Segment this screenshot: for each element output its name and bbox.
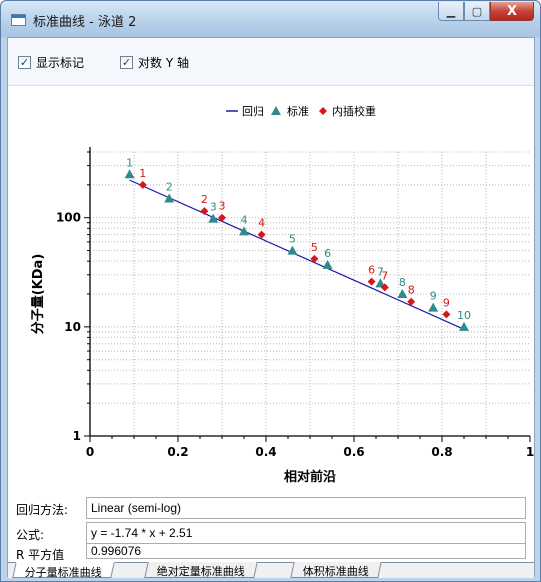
interpolated-point-label: 4 <box>258 217 265 230</box>
y-tick-label: 1 <box>73 429 81 443</box>
legend-interpolated-swatch <box>319 107 327 115</box>
interpolated-point-label: 1 <box>139 167 146 180</box>
x-axis-label: 相对前沿 <box>284 469 336 485</box>
formula-field[interactable]: y = -1.74 * x + 2.51 <box>86 522 526 544</box>
interpolated-point <box>310 254 319 263</box>
standard-point-label: 8 <box>399 276 406 289</box>
interpolated-point-label: 2 <box>201 193 208 206</box>
legend-regression-label: 回归 <box>242 104 264 118</box>
interpolated-point <box>442 310 451 319</box>
method-field[interactable]: Linear (semi-log) <box>86 497 526 519</box>
log-y-check[interactable]: ✓ <box>120 56 133 69</box>
x-tick-label: 0.8 <box>431 445 452 459</box>
y-tick-label: 10 <box>64 320 81 334</box>
standard-point <box>459 321 469 331</box>
interpolated-point <box>380 283 389 292</box>
y-axis-label: 分子量(KDa) <box>30 254 46 335</box>
y-tick-label: 100 <box>56 211 81 225</box>
interpolated-point-label: 6 <box>368 264 375 277</box>
method-row: 回归方法: Linear (semi-log) <box>8 496 534 522</box>
x-tick-label: 0.2 <box>167 445 188 459</box>
r2-row: R 平方值 0.996076 <box>8 543 534 562</box>
close-button[interactable]: X <box>490 2 534 21</box>
standard-point-label: 1 <box>126 156 133 169</box>
interpolated-point <box>138 180 147 189</box>
standard-point-label: 4 <box>241 213 248 226</box>
standard-point <box>287 245 298 255</box>
standard-point-label: 10 <box>457 309 471 322</box>
standard-point <box>397 289 408 298</box>
maximize-button[interactable]: ▢ <box>464 2 490 21</box>
standard-point-label: 5 <box>289 233 296 246</box>
interpolated-point-label: 5 <box>311 241 318 254</box>
regression-line <box>129 179 465 330</box>
show-markers-label: 显示标记 <box>36 56 85 70</box>
tab-volume-standard[interactable]: 体积标准曲线 <box>290 562 382 578</box>
standard-point <box>322 259 333 269</box>
interpolated-point-label: 9 <box>443 296 450 309</box>
standard-point <box>124 169 135 179</box>
title-bar[interactable]: 标准曲线 - 泳道 2 ▁ ▢ X <box>1 1 540 37</box>
window-icon <box>11 14 26 26</box>
standard-point <box>428 302 439 312</box>
interpolated-point-label: 8 <box>408 284 415 297</box>
interpolated-point-label: 3 <box>219 200 226 213</box>
tab-mw-standard[interactable]: 分子量标准曲线 <box>12 562 115 579</box>
interpolated-point <box>367 277 376 286</box>
r2-label: R 平方值 <box>16 548 65 562</box>
legend-standard-swatch <box>271 106 281 115</box>
standard-point <box>208 213 219 223</box>
interpolated-point <box>407 297 416 306</box>
standard-point <box>164 193 175 203</box>
options-toolbar: ✓ 显示标记 ✓ 对数 Y 轴 <box>8 38 534 86</box>
standard-point-label: 9 <box>430 290 437 303</box>
log-y-checkbox[interactable]: ✓ 对数 Y 轴 <box>120 54 189 71</box>
formula-label: 公式: <box>16 528 45 542</box>
chart-svg: 0 0.2 0.4 0.6 0.8 1110100相对前沿分子量(KDa)12345678… <box>30 104 534 485</box>
tab-absolute-quant[interactable]: 绝对定量标准曲线 <box>144 562 258 578</box>
standard-curve-chart: 0 0.2 0.4 0.6 0.8 1 1 10 100 相对前沿 分子量(KDa) 1 2 3 4 5 6 7 8… <box>8 87 534 492</box>
legend-interpolated-label: 内插校重 <box>332 104 376 118</box>
standard-point <box>375 278 386 288</box>
standard-point-label: 7 <box>377 265 384 278</box>
legend-standard-label: 标准 <box>287 104 309 118</box>
interpolated-point <box>200 207 209 216</box>
x-tick-label: 1 <box>526 445 534 459</box>
x-tick-label: 0 <box>86 445 94 459</box>
log-y-label: 对数 Y 轴 <box>138 56 189 70</box>
x-tick-label: 0.6 <box>343 445 364 459</box>
interpolated-point <box>257 230 266 239</box>
standard-point-label: 2 <box>166 180 173 193</box>
interpolated-point-label: 7 <box>381 269 388 282</box>
minimize-button[interactable]: ▁ <box>438 2 464 21</box>
show-markers-checkbox[interactable]: ✓ 显示标记 <box>18 54 84 71</box>
r2-field[interactable]: 0.996076 <box>86 543 526 559</box>
standard-point-label: 6 <box>324 247 331 260</box>
client-area: ✓ 显示标记 ✓ 对数 Y 轴 0 0.2 0.4 0.6 0.8 1 1 10 100 相对前沿… <box>7 37 535 579</box>
method-label: 回归方法: <box>16 503 69 517</box>
window-title: 标准曲线 - 泳道 2 <box>33 15 137 30</box>
tab-strip: 分子量标准曲线 绝对定量标准曲线 体积标准曲线 <box>8 562 534 579</box>
standard-point <box>239 226 249 236</box>
show-markers-check[interactable]: ✓ <box>18 56 31 69</box>
standard-point-label: 3 <box>210 201 217 214</box>
x-tick-label: 0.4 <box>255 445 276 459</box>
interpolated-point <box>218 213 226 222</box>
